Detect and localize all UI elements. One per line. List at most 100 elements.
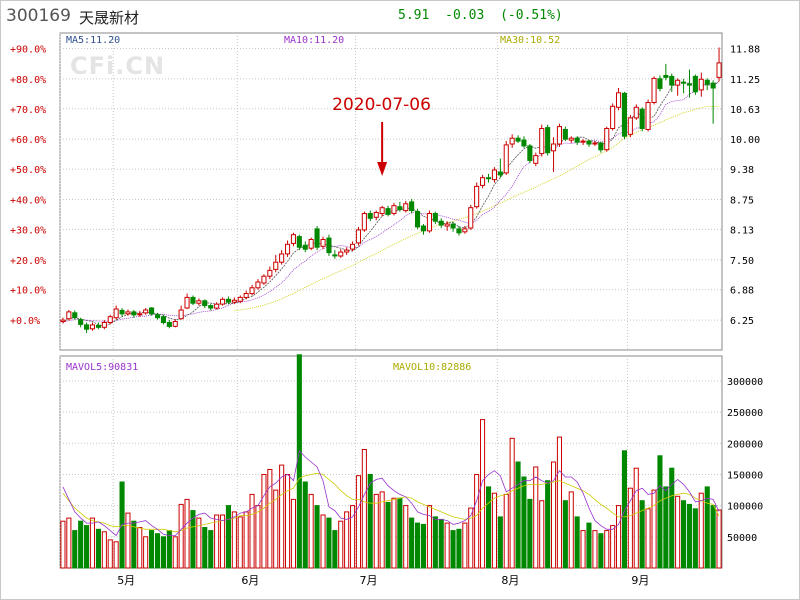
volume-axis-tick: 100000 (727, 502, 763, 513)
candle-body (95, 324, 102, 328)
month-label: 5月 (117, 574, 135, 587)
candle-body (302, 244, 308, 250)
volume-bar (149, 530, 155, 569)
candle-body (574, 137, 580, 143)
candle-body (420, 225, 426, 232)
candle-body (663, 75, 669, 78)
left-axis-tick: +10.0% (10, 286, 46, 297)
candle-body (515, 137, 521, 142)
candle-body (60, 319, 66, 323)
candle-body (361, 213, 367, 231)
right-axis-tick: 7.50 (730, 256, 754, 267)
candle-body (438, 220, 444, 226)
volume-bar (716, 509, 722, 569)
candle-body (397, 206, 403, 211)
candle-body (598, 142, 604, 151)
volume-bar (367, 474, 373, 569)
candle-body (89, 324, 96, 330)
volume-bar (361, 449, 367, 569)
volume-bar (137, 527, 143, 569)
volume-bar (610, 525, 616, 569)
right-axis-tick: 11.25 (730, 75, 760, 86)
volume-bar (373, 493, 379, 569)
volume-bar (681, 500, 687, 569)
candle-body (249, 287, 255, 295)
volume-bar (302, 481, 308, 569)
volume-bar (503, 493, 509, 569)
candle-body (462, 228, 468, 233)
candle-body (633, 106, 639, 119)
volume-bar (391, 497, 397, 569)
candle-body (243, 293, 249, 298)
candle-body (184, 296, 190, 309)
candle-body (137, 313, 143, 316)
volume-bar (101, 531, 107, 569)
ma10-line (62, 81, 720, 323)
volume-bar (338, 520, 344, 569)
candle-body (704, 79, 710, 85)
month-label: 8月 (501, 574, 519, 587)
candle-body (692, 75, 698, 93)
volume-bar (350, 505, 356, 569)
candle-body (267, 269, 273, 277)
candle-body (220, 298, 226, 305)
volume-bar (296, 354, 302, 569)
quote-line: 5.91 -0.03 (-0.51%) (398, 8, 571, 23)
volume-bar (166, 530, 172, 569)
volume-bar (633, 467, 639, 569)
candle-body (497, 171, 503, 176)
right-axis-tick: 8.13 (730, 225, 754, 236)
right-axis-tick: 6.88 (730, 286, 754, 297)
left-axis-tick: +40.0% (10, 195, 46, 206)
candle-body (214, 303, 220, 309)
volume-bar (344, 511, 350, 569)
volume-bar (243, 511, 249, 569)
volume-axis-tick: 300000 (727, 377, 763, 388)
candle-body (639, 108, 645, 129)
candle-body (107, 316, 113, 324)
volume-bar (675, 495, 681, 569)
volume-axis-tick: 250000 (727, 408, 763, 419)
volume-bar (468, 507, 474, 569)
candle-body (84, 324, 90, 330)
last-price: 5.91 (398, 8, 430, 23)
price-legend-item: MA30:10.52 (500, 35, 560, 46)
volume-bar (474, 474, 480, 569)
candle-body (196, 300, 202, 304)
candle-body (261, 275, 267, 284)
volume-bar (320, 514, 326, 569)
candle-body (432, 213, 438, 222)
candle-body (580, 140, 586, 143)
ma5-line (62, 80, 720, 327)
right-axis-tick: 10.63 (730, 105, 760, 116)
volume-bar (598, 533, 604, 569)
candle-body (237, 296, 243, 302)
candle-body (486, 177, 492, 180)
volume-bar (698, 492, 704, 569)
candle-body (562, 129, 568, 140)
candle-body (208, 305, 214, 309)
candle-body (202, 300, 208, 307)
volume-legend-item: MAVOL5:90831 (66, 362, 138, 373)
candle-body (586, 140, 592, 145)
right-axis-tick: 10.00 (730, 135, 760, 146)
candle-body (101, 322, 107, 328)
candle-body (551, 143, 557, 152)
candle-body (403, 203, 409, 212)
volume-axis-tick: 50000 (727, 533, 757, 544)
candle-body (72, 312, 78, 319)
candle-body (385, 208, 391, 215)
right-axis-tick: 8.75 (730, 195, 754, 206)
volume-bar (160, 536, 166, 569)
candle-body (621, 92, 628, 137)
candle-body (66, 311, 72, 320)
volume-axis-tick: 150000 (727, 470, 763, 481)
volume-bar (326, 517, 332, 569)
volume-bar (539, 500, 545, 569)
volume-bar (220, 514, 226, 569)
volume-bar (415, 522, 421, 569)
volume-bar (515, 461, 521, 569)
volume-bar (397, 497, 403, 569)
volume-bar (196, 517, 202, 569)
volume-bar (273, 489, 279, 569)
